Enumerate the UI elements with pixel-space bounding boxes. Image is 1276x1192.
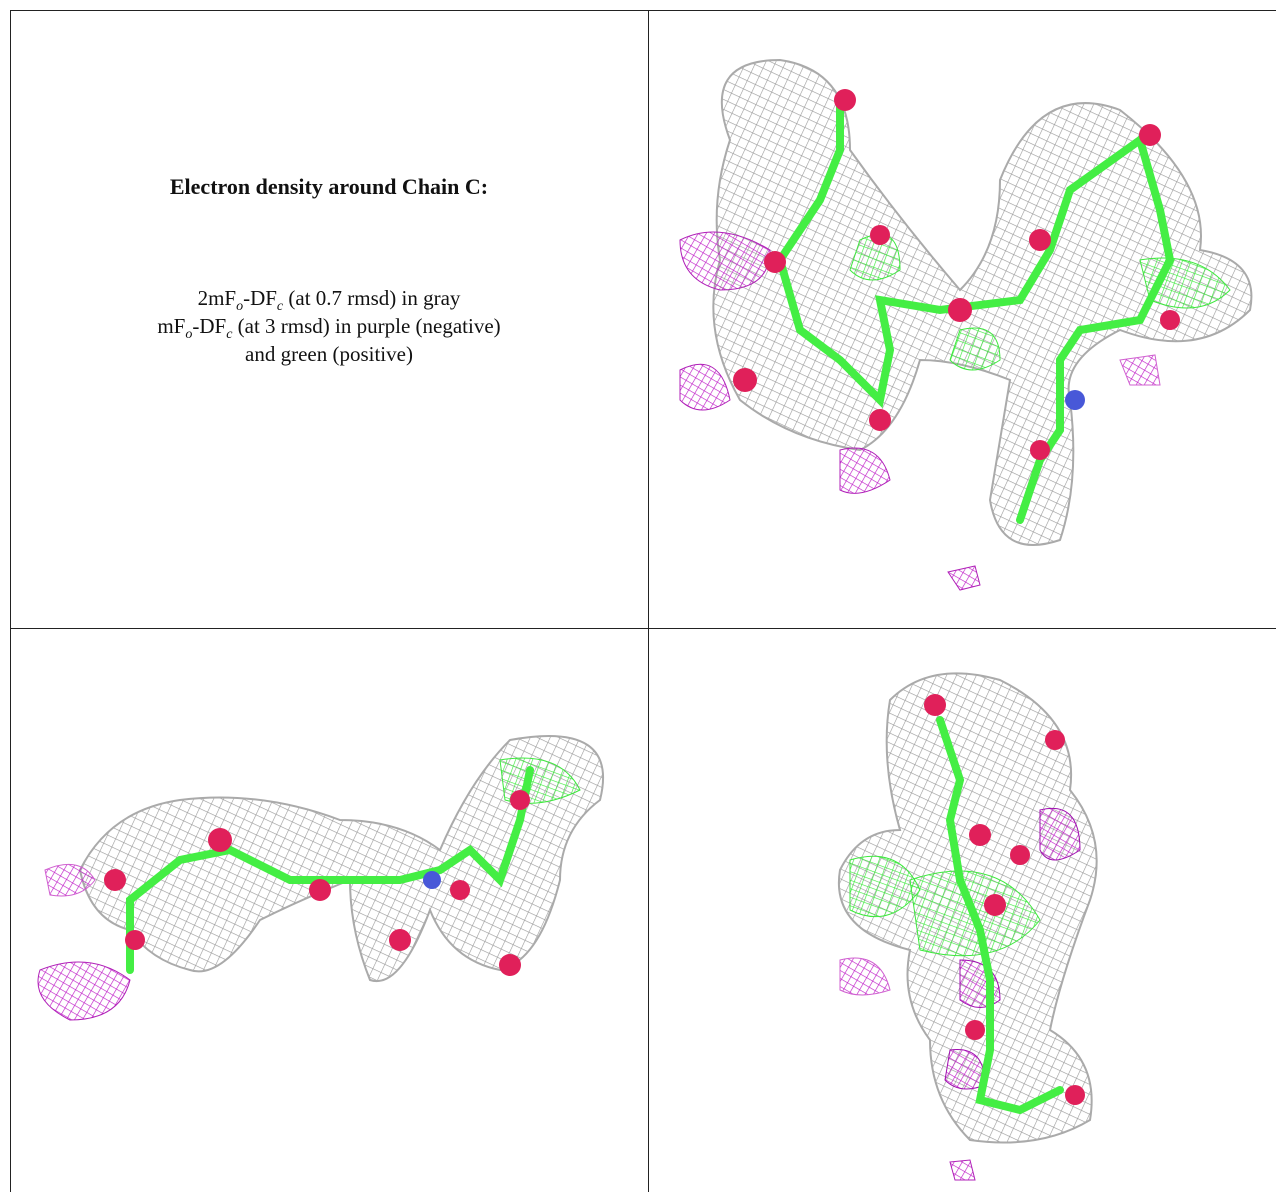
text: mF — [157, 314, 186, 338]
structure-top-right — [679, 58, 1253, 591]
table-border — [10, 628, 1276, 629]
subscript: c — [276, 299, 284, 315]
subscript: c — [226, 327, 233, 343]
subscript: o — [185, 327, 193, 343]
table-border — [10, 10, 11, 1192]
caption-line: mFo-DFc (at 3 rmsd) in purple (negative) — [10, 314, 648, 343]
text: -DF — [243, 286, 277, 310]
text: (at 0.7 rmsd) in gray — [283, 286, 461, 310]
text: (at 3 rmsd) in purple (negative) — [232, 314, 501, 338]
table-border — [10, 10, 1276, 11]
text: 2mF — [197, 286, 237, 310]
structure-bottom-right — [837, 672, 1098, 1181]
subscript: o — [236, 299, 244, 315]
text: -DF — [192, 314, 227, 338]
caption-line: 2mFo-DFc (at 0.7 rmsd) in gray — [10, 286, 648, 315]
caption-line: and green (positive) — [245, 342, 413, 366]
table-border — [648, 10, 649, 1192]
structure-bottom-left — [37, 735, 605, 1021]
caption-title: Electron density around Chain C: — [169, 174, 489, 199]
